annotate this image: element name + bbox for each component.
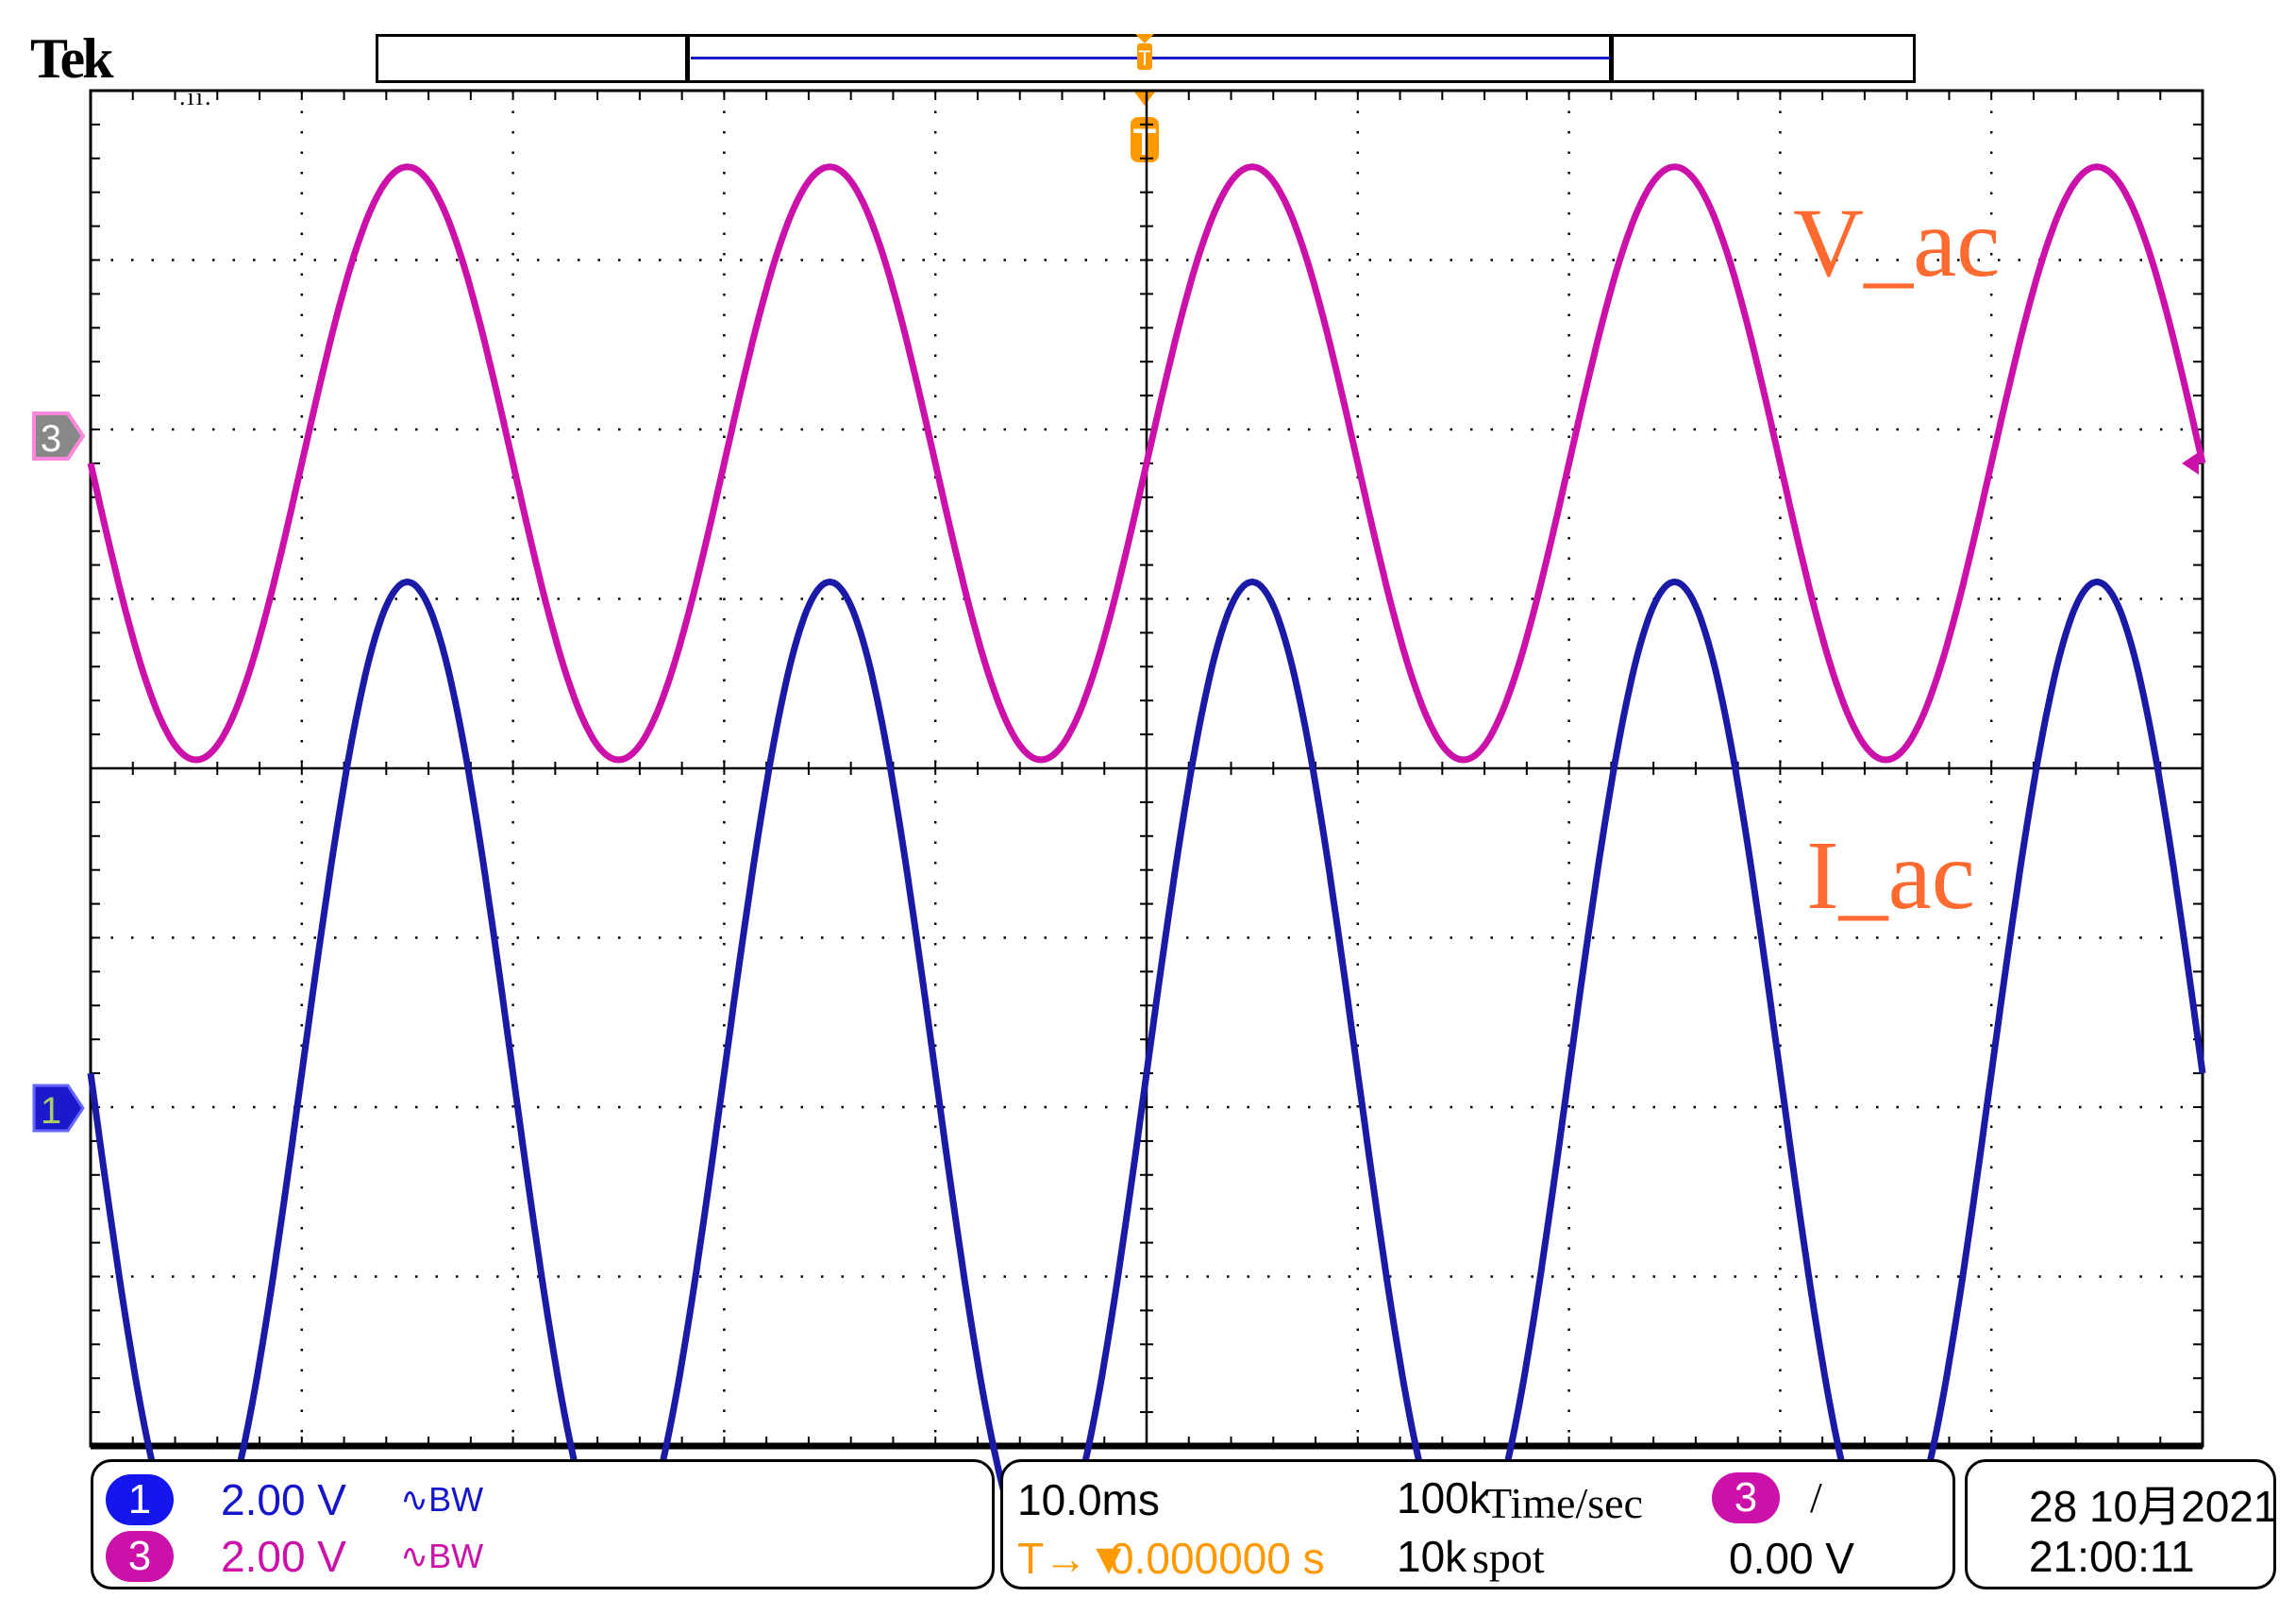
svg-text:1: 1 — [41, 1090, 61, 1132]
record-view-window[interactable] — [685, 34, 1614, 83]
graticule — [89, 89, 2204, 1450]
trigger-position-prefix: T→▼ — [1017, 1534, 1131, 1583]
trigger-marker-letter: T — [1133, 122, 1156, 163]
channel-3-ground-marker[interactable]: 3 — [32, 410, 85, 462]
channel-3-scale: 2.00 V — [221, 1532, 346, 1581]
trigger-position-indicator[interactable]: T — [1132, 34, 1157, 113]
timebase-status-panel[interactable] — [1000, 1459, 1955, 1589]
channel-1-badge[interactable]: 1 — [106, 1474, 174, 1525]
record-length-value: 10k — [1397, 1532, 1467, 1581]
svg-text:T: T — [1138, 46, 1150, 70]
record-length-unit: spot — [1472, 1534, 1545, 1582]
channel-status-panel[interactable] — [91, 1459, 995, 1589]
trigger-slope-icon: / — [1810, 1473, 1822, 1522]
trigger-marker[interactable]: T — [1127, 113, 1163, 166]
channel-1-ground-marker[interactable]: 1 — [32, 1082, 85, 1135]
sample-rate-unit: Time/sec — [1485, 1479, 1643, 1527]
brand-logo: Tek — [30, 27, 113, 90]
date-display: 28 10月2021 — [2029, 1482, 2278, 1531]
series-label-v-ac: V_ac — [1793, 189, 2001, 297]
trigger-level: 0.00 V — [1729, 1534, 1854, 1583]
trace-end-marker — [2182, 451, 2199, 475]
channel-1-scale: 2.00 V — [221, 1475, 346, 1524]
svg-text:3: 3 — [41, 418, 61, 460]
series-label-i-ac: I_ac — [1806, 821, 1975, 930]
channel-1-bandwidth-icon: ∿BW — [400, 1480, 484, 1519]
trace-v-ac — [87, 163, 2206, 764]
channel-3-bandwidth-icon: ∿BW — [400, 1537, 484, 1575]
sample-rate-value: 100k — [1397, 1473, 1491, 1522]
trigger-source-badge[interactable]: 3 — [1712, 1472, 1780, 1523]
channel-3-badge[interactable]: 3 — [106, 1531, 174, 1582]
time-display: 21:00:11 — [2029, 1532, 2195, 1581]
acquisition-status-icon: .ıı. — [179, 83, 213, 110]
trigger-position-value: 0.000000 s — [1110, 1534, 1325, 1583]
timebase-scale: 10.0ms — [1017, 1475, 1160, 1524]
datetime-panel — [1965, 1459, 2276, 1589]
